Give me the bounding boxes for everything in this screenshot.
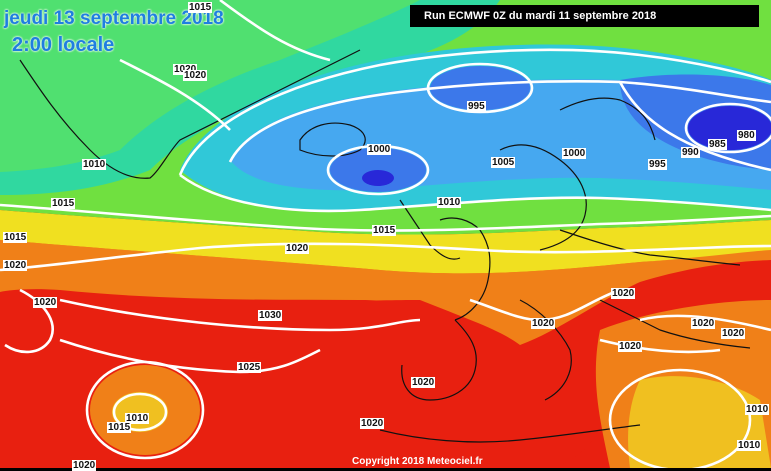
copyright: Copyright 2018 Meteociel.fr	[352, 456, 483, 467]
pressure-area-low-east-core	[688, 106, 771, 150]
coastlines	[19, 49, 751, 443]
isobar-label: 1020	[411, 377, 436, 388]
forecast-date: jeudi 13 septembre 2018	[4, 8, 224, 29]
pressure-area-east-low	[628, 376, 771, 468]
isobar-1010-east	[608, 368, 752, 468]
pressure-area-1020	[0, 210, 771, 274]
isobar-label: 1020	[531, 318, 556, 329]
forecast-time: 2:00 locale	[12, 34, 115, 56]
run-label: Run ECMWF 0Z du mardi 11 septembre 2018	[410, 5, 759, 27]
isobar-label: 990	[681, 147, 700, 158]
isobar-label: 1020	[183, 70, 208, 81]
isobar-985	[684, 102, 771, 154]
isobar-1020-east2	[599, 338, 721, 354]
isobar-label: 985	[708, 139, 727, 150]
pressure-area-1025	[0, 240, 771, 468]
isobar-label: 1020	[611, 288, 636, 299]
isobar-label: 1025	[237, 362, 262, 373]
isobar-label: 1015	[107, 422, 132, 433]
isobar-1025	[59, 338, 321, 374]
isobar-label: 1010	[82, 159, 107, 170]
isobar-label: 1020	[173, 64, 198, 75]
pressure-area-low-iceland-core	[362, 170, 394, 186]
isobar-label: 1020	[360, 418, 385, 429]
isobar-1015-west-low	[85, 360, 205, 460]
isobar-label: 1020	[33, 297, 58, 308]
isobar-label: 995	[648, 159, 667, 170]
isobar-label: 1015	[51, 198, 76, 209]
isobar-1030	[59, 298, 421, 332]
isobar-1020	[0, 242, 771, 272]
isobar-label: 1030	[258, 310, 283, 321]
isobar-label: 1015	[3, 232, 28, 243]
isobar-label: 995	[467, 101, 486, 112]
isobar-label: 1020	[72, 460, 97, 471]
pressure-area-1010b	[0, 0, 420, 172]
isobar-label: 1020	[3, 260, 28, 271]
isobar-1010	[179, 173, 771, 213]
isobar-label: 1020	[285, 243, 310, 254]
isobar-label: 1010	[737, 440, 762, 451]
isobar-label: 1020	[721, 328, 746, 339]
isobar-label: 1020	[691, 318, 716, 329]
isobar-995-north	[426, 62, 534, 114]
isobar-label: 1005	[491, 157, 516, 168]
isobar-1010-west-low	[112, 392, 168, 432]
isobar-label: 1015	[372, 225, 397, 236]
isobar-1020-greenland	[119, 58, 231, 131]
isobar-1015-north	[219, 0, 331, 62]
pressure-area-low-north	[430, 66, 530, 110]
isobar-label: 1000	[562, 148, 587, 159]
isobar-label: 1020	[618, 341, 643, 352]
isobar-1020-east	[639, 314, 771, 332]
isobar-label: 980	[737, 130, 756, 141]
isobar-1000	[228, 80, 771, 163]
isobar-1015	[0, 203, 771, 232]
isobar-990	[618, 81, 771, 172]
isobar-1005	[178, 48, 771, 176]
isobar-label: 1010	[437, 197, 462, 208]
isobar-label: 1000	[367, 144, 392, 155]
isobar-label: 1010	[745, 404, 770, 415]
isobar-label: 1010	[125, 413, 150, 424]
isobar-label: 1015	[188, 2, 213, 13]
